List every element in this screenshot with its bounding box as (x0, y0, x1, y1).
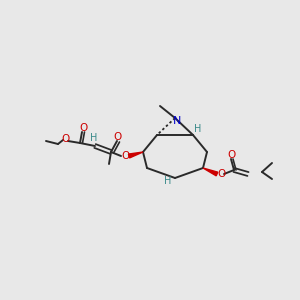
Polygon shape (203, 168, 218, 176)
Text: H: H (90, 133, 98, 143)
Text: O: O (228, 150, 236, 160)
Text: O: O (114, 132, 122, 142)
Text: N: N (173, 116, 181, 126)
Text: O: O (217, 169, 225, 179)
Text: H: H (194, 124, 202, 134)
Text: O: O (79, 123, 87, 133)
Text: H: H (164, 176, 172, 186)
Polygon shape (128, 152, 143, 158)
Text: O: O (61, 134, 69, 144)
Text: O: O (121, 151, 129, 161)
